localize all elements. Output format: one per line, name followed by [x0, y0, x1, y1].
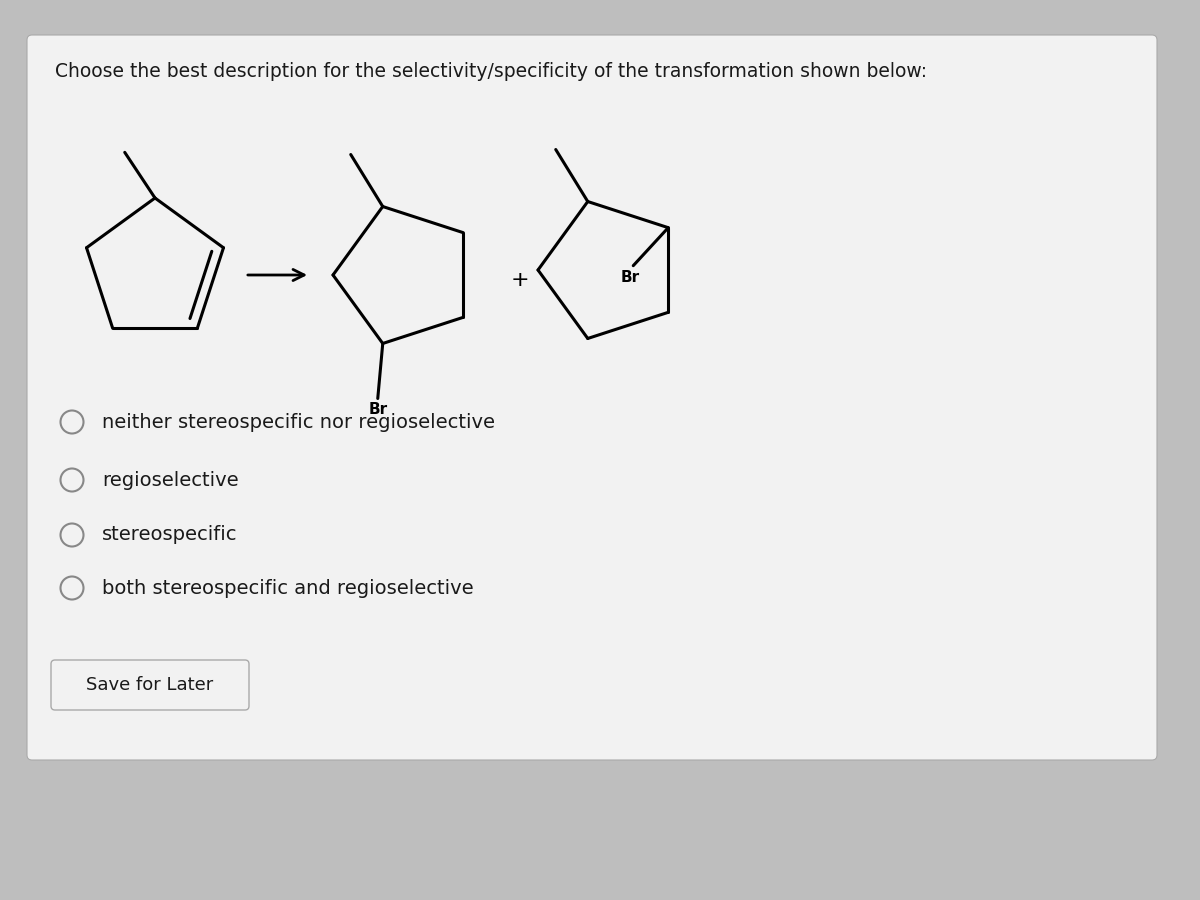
Circle shape [60, 410, 84, 434]
Circle shape [60, 577, 84, 599]
Text: both stereospecific and regioselective: both stereospecific and regioselective [102, 579, 474, 598]
Circle shape [60, 469, 84, 491]
Text: Br: Br [368, 402, 388, 418]
Text: Choose the best description for the selectivity/specificity of the transformatio: Choose the best description for the sele… [55, 62, 928, 81]
Text: neither stereospecific nor regioselective: neither stereospecific nor regioselectiv… [102, 412, 496, 431]
FancyBboxPatch shape [28, 35, 1157, 760]
Text: Br: Br [620, 270, 640, 284]
FancyBboxPatch shape [50, 660, 250, 710]
Circle shape [60, 524, 84, 546]
Text: Save for Later: Save for Later [86, 676, 214, 694]
Text: regioselective: regioselective [102, 471, 239, 490]
Text: +: + [511, 270, 529, 290]
Text: stereospecific: stereospecific [102, 526, 238, 544]
